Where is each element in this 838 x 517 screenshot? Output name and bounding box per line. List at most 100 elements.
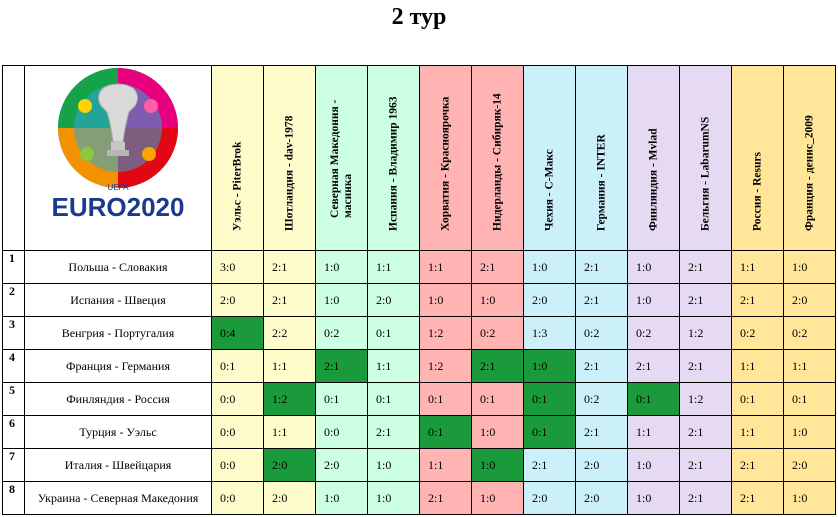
column-header-label: Бельгия - LabarumNS <box>699 116 711 231</box>
score-cell: 1:0 <box>783 250 836 284</box>
column-header-participant: Германия - INTER <box>575 65 628 251</box>
score-cell: 2:0 <box>367 283 420 317</box>
score-cell: 2:1 <box>627 349 680 383</box>
column-header-label: Финляндия - Mvlad <box>647 128 659 231</box>
score-cell: 2:1 <box>471 250 524 284</box>
score-cell: 1:0 <box>783 481 836 515</box>
row-number: 4 <box>2 349 25 383</box>
score-cell: 3:0 <box>211 250 264 284</box>
score-cell: 1:0 <box>367 481 420 515</box>
score-cell-exact-hit: 0:1 <box>523 415 576 449</box>
match-name: Испания - Швеция <box>24 283 212 317</box>
column-header-participant: Шотландия - dav-1978 <box>263 65 316 251</box>
corner-cell <box>2 65 25 251</box>
score-cell: 0:1 <box>367 316 420 350</box>
score-cell: 1:1 <box>783 349 836 383</box>
score-cell: 1:2 <box>419 349 472 383</box>
score-cell: 2:1 <box>679 448 732 482</box>
score-cell: 1:0 <box>627 448 680 482</box>
score-cell-exact-hit: 1:0 <box>471 448 524 482</box>
score-cell: 2:1 <box>679 283 732 317</box>
score-cell: 2:0 <box>211 283 264 317</box>
row-number: 5 <box>2 382 25 416</box>
score-cell: 2:1 <box>575 415 628 449</box>
score-cell: 2:1 <box>575 283 628 317</box>
row-number: 2 <box>2 283 25 317</box>
table-row: 1 Польша - Словакия 3:0 2:1 1:0 1:1 1:1 2:1 1:0 2… <box>2 250 836 284</box>
score-cell: 1:1 <box>419 250 472 284</box>
score-cell: 1:2 <box>679 316 732 350</box>
score-cell: 2:1 <box>679 415 732 449</box>
score-cell: 0:2 <box>575 316 628 350</box>
score-cell: 1:1 <box>419 448 472 482</box>
score-cell: 1:0 <box>627 481 680 515</box>
score-cell: 0:0 <box>211 481 264 515</box>
score-cell: 0:2 <box>575 382 628 416</box>
column-header-label: Уэльс - PiterBrok <box>231 141 243 231</box>
row-number: 1 <box>2 250 25 284</box>
score-cell: 2:0 <box>575 481 628 515</box>
score-cell: 1:0 <box>419 283 472 317</box>
score-cell: 0:1 <box>315 382 368 416</box>
column-header-participant: Нидерланды - Сибиряк-14 <box>471 65 524 251</box>
score-cell: 0:0 <box>315 415 368 449</box>
score-cell-exact-hit: 1:0 <box>523 349 576 383</box>
score-cell-exact-hit: 0:4 <box>211 316 264 350</box>
table-row: 6 Турция - Уэльс 0:0 1:1 0:0 2:1 0:1 1:0 0:1 2:1 1… <box>2 415 836 449</box>
match-name: Франция - Германия <box>24 349 212 383</box>
score-cell: 1:1 <box>731 349 784 383</box>
match-name: Италия - Швейцария <box>24 448 212 482</box>
score-cell: 2:1 <box>523 448 576 482</box>
predictions-table: UEFA EURO2020 Уэльс - PiterBrok Шотландия… <box>2 65 836 515</box>
score-cell: 0:1 <box>419 382 472 416</box>
score-cell: 0:2 <box>783 316 836 350</box>
score-cell: 2:0 <box>783 448 836 482</box>
score-cell-exact-hit: 0:1 <box>523 382 576 416</box>
score-cell: 0:1 <box>367 382 420 416</box>
table-row: 5 Финляндия - Россия 0:0 1:2 0:1 0:1 0:1 0:1 0:1… <box>2 382 836 416</box>
score-cell-exact-hit: 2:1 <box>315 349 368 383</box>
score-cell: 2:0 <box>263 481 316 515</box>
column-header-label: Чехия - С-Макс <box>543 149 555 231</box>
column-header-participant: Хорватия - Красноярочка <box>419 65 472 251</box>
match-name: Украина - Северная Македония <box>24 481 212 515</box>
score-cell: 1:1 <box>263 349 316 383</box>
match-name: Турция - Уэльс <box>24 415 212 449</box>
table-row: 7 Италия - Швейцария 0:0 2:0 2:0 1:0 1:1 1:0 2:1… <box>2 448 836 482</box>
score-cell-exact-hit: 0:1 <box>419 415 472 449</box>
score-cell: 2:1 <box>263 250 316 284</box>
logo-euro-text: EURO2020 <box>52 192 185 222</box>
score-cell: 0:1 <box>471 382 524 416</box>
column-header-label: Россия - Resurs <box>751 152 763 231</box>
score-cell: 2:1 <box>679 250 732 284</box>
score-cell: 2:1 <box>731 448 784 482</box>
column-header-participant: Северная Македония - масинка <box>315 65 368 251</box>
score-cell: 0:0 <box>211 415 264 449</box>
score-cell: 0:2 <box>315 316 368 350</box>
euro-logo-icon: UEFA EURO2020 <box>52 68 185 222</box>
score-cell-exact-hit: 2:1 <box>471 349 524 383</box>
row-number: 6 <box>2 415 25 449</box>
match-name: Польша - Словакия <box>24 250 212 284</box>
column-header-participant: Бельгия - LabarumNS <box>679 65 732 251</box>
column-header-participant: Чехия - С-Макс <box>523 65 576 251</box>
score-cell: 1:0 <box>367 448 420 482</box>
score-cell: 2:0 <box>575 448 628 482</box>
score-cell: 1:1 <box>627 415 680 449</box>
score-cell: 2:1 <box>731 481 784 515</box>
score-cell: 1:0 <box>627 250 680 284</box>
score-cell: 1:1 <box>367 349 420 383</box>
match-name: Венгрия - Португалия <box>24 316 212 350</box>
column-header-label: Хорватия - Красноярочка <box>439 96 451 231</box>
score-cell: 2:0 <box>783 283 836 317</box>
row-number: 8 <box>2 481 25 515</box>
column-header-participant: Уэльс - PiterBrok <box>211 65 264 251</box>
score-cell: 0:2 <box>731 316 784 350</box>
score-cell: 1:2 <box>419 316 472 350</box>
table-row: 3 Венгрия - Португалия 0:4 2:2 0:2 0:1 1:2 0:2 1… <box>2 316 836 350</box>
score-cell: 1:0 <box>627 283 680 317</box>
table-row: 2 Испания - Швеция 2:0 2:1 1:0 2:0 1:0 1:0 2:0 2:… <box>2 283 836 317</box>
score-cell: 1:2 <box>679 382 732 416</box>
score-cell: 2:1 <box>263 283 316 317</box>
score-cell-exact-hit: 2:0 <box>263 448 316 482</box>
